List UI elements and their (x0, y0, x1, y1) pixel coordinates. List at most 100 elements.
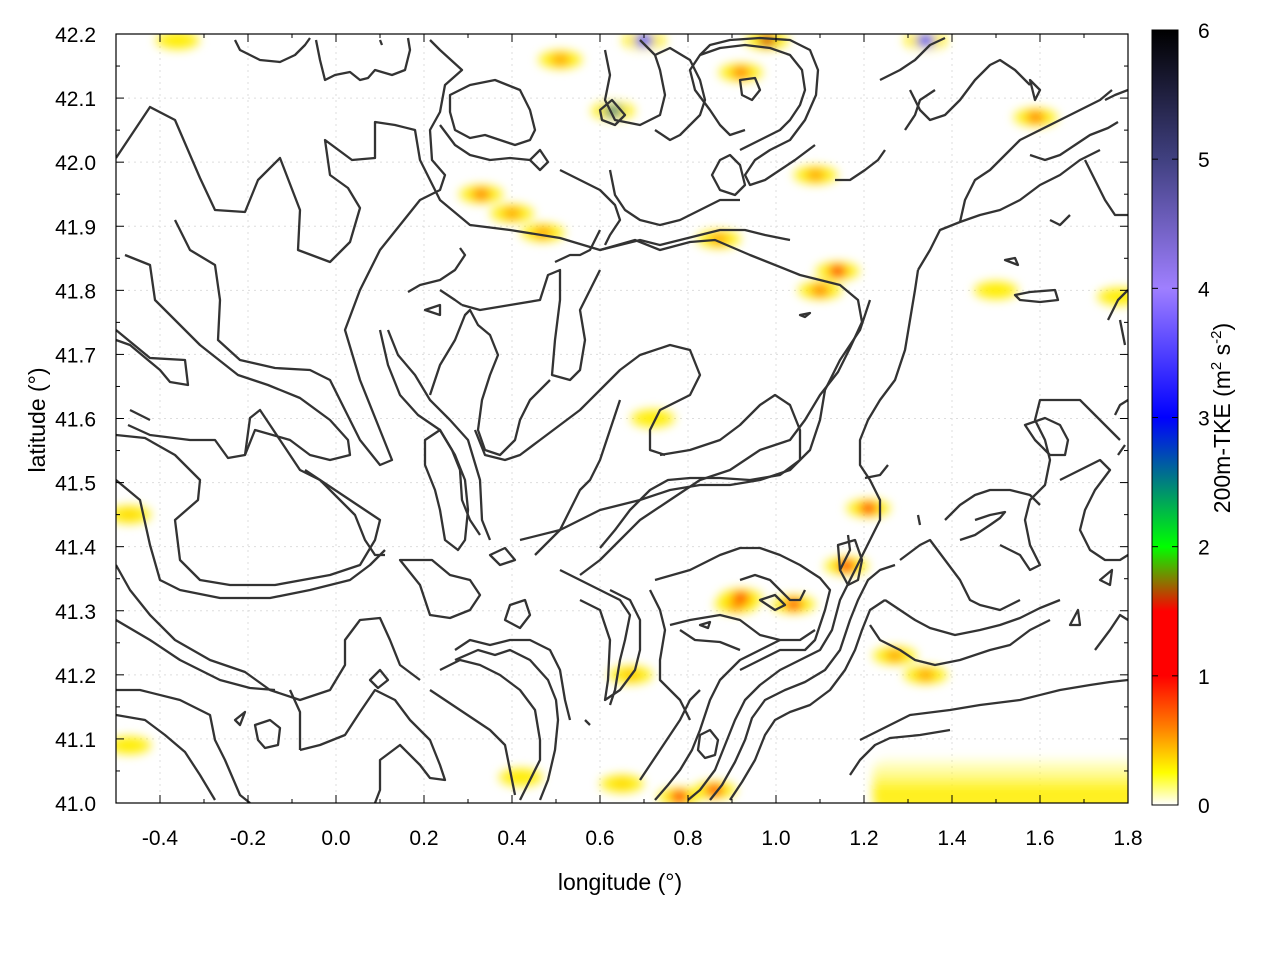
terrain-contour (579, 588, 642, 702)
terrain-contour (116, 479, 386, 600)
terrain-contour (798, 311, 812, 319)
terrain-contour (710, 153, 747, 197)
terrain-contour (738, 76, 762, 102)
colorbar-title-end: ) (1209, 323, 1235, 331)
terrain-contour (116, 619, 276, 692)
terrain-contour (448, 78, 537, 147)
terrain-contour (598, 98, 627, 127)
terrain-contour (1083, 159, 1128, 217)
terrain-contour (1098, 568, 1114, 587)
terrain-contour (654, 46, 707, 142)
terrain-contour (884, 598, 1061, 637)
terrain-contour (534, 399, 622, 556)
x-tick-label: 1.6 (1025, 827, 1054, 850)
terrain-contour (116, 105, 864, 576)
tke-hotspot (1026, 111, 1045, 124)
y-axis-title: latitude (°) (24, 367, 50, 472)
terrain-contour (559, 168, 622, 246)
terrain-contour (233, 37, 311, 64)
y-tick-label: 41.8 (55, 280, 96, 303)
terrain-contour (488, 546, 517, 567)
terrain-contour (473, 343, 702, 462)
tke-hotspot (551, 53, 570, 66)
terrain-contour (398, 558, 482, 620)
x-tick-label: 0.0 (321, 827, 350, 850)
colorbar-tick-label: 1 (1198, 666, 1210, 689)
terrain-contour (124, 253, 352, 462)
y-tick-label: 41.5 (55, 473, 96, 496)
terrain-contour (729, 599, 886, 801)
terrain-contour (879, 36, 946, 82)
terrain-contour (679, 629, 741, 652)
colorbar-title: 200m-TKE (m2 s-2) (1208, 323, 1235, 513)
x-tick-label: 0.8 (673, 827, 702, 850)
terrain-contour (299, 688, 447, 803)
terrain-contour (407, 247, 467, 293)
tke-hotspot (168, 34, 187, 47)
terrain-contour (519, 299, 872, 542)
colorbar-axis: 0 1 2 3 4 5 6 (1152, 20, 1210, 818)
colorbar-title-sup1: 2 (1208, 362, 1225, 370)
colorbar-title-sup2: -2 (1208, 330, 1225, 343)
terrain-contour (378, 39, 384, 46)
tke-hotspot (758, 34, 777, 47)
x-tick-label: -0.2 (230, 827, 266, 850)
colorbar-title-base: 200m-TKE (m (1209, 370, 1235, 513)
terrain-contour (439, 658, 542, 801)
terrain-contour (116, 713, 216, 801)
terrain-contour (944, 488, 1041, 521)
colorbar-tick-label: 3 (1198, 408, 1210, 431)
terrain-contour (423, 428, 470, 552)
terrain-contour (687, 269, 920, 801)
terrain-contour (454, 648, 560, 801)
tke-hotspot (916, 34, 935, 47)
terrain-contour (173, 39, 464, 467)
colorbar-tick-label: 2 (1198, 537, 1210, 560)
tke-hotspot (613, 777, 631, 790)
tke-hotspot (731, 66, 750, 79)
terrain-contour (669, 613, 816, 642)
terrain-contour (698, 620, 712, 630)
y-tick-label: 41.0 (55, 793, 96, 816)
terrain-contour (304, 469, 385, 557)
terrain-contour (423, 303, 442, 317)
y-tick-label: 41.2 (55, 665, 96, 688)
terrain-contour (461, 268, 602, 382)
terrain-contour (116, 329, 190, 387)
terrain-contour (1059, 458, 1128, 562)
x-tick-label: 1.4 (937, 827, 967, 850)
terrain-contour (116, 408, 382, 587)
terrain-contour (904, 89, 936, 131)
tke-hotspot (916, 668, 935, 681)
terrain-contour (648, 589, 692, 721)
terrain-contour (999, 398, 1121, 572)
terrain-contour (739, 573, 807, 602)
tke-hotspot (859, 502, 878, 515)
y-tick-label: 42.2 (55, 24, 96, 47)
tke-hotspot (806, 168, 825, 181)
terrain-contour (288, 689, 302, 750)
terrain-contour (503, 598, 532, 630)
terrain-contour (1068, 608, 1082, 627)
terrain-contour (696, 728, 720, 760)
colorbar-tick-label: 4 (1198, 278, 1210, 301)
y-tick-label: 42.0 (55, 152, 96, 175)
terrain-contour (253, 718, 282, 750)
y-tick-label: 41.4 (55, 537, 96, 560)
terrain-contour (528, 148, 550, 172)
tke-hotspot (670, 790, 689, 803)
x-tick-label: 0.2 (409, 827, 438, 850)
x-tick-label: 1.0 (761, 827, 790, 850)
terrain-contour (554, 229, 602, 264)
tke-hotspot (784, 598, 803, 611)
terrain-contour (835, 149, 886, 182)
terrain-contour (864, 464, 889, 480)
x-tick-label: 0.6 (585, 827, 614, 850)
terrain-contour (599, 393, 802, 549)
terrain-contour (116, 564, 421, 702)
terrain-contour (917, 148, 1101, 271)
terrain-contour (1029, 121, 1119, 162)
terrain-contour (559, 568, 632, 706)
tke-hotspot (987, 284, 1005, 297)
terrain-contour (758, 593, 787, 612)
